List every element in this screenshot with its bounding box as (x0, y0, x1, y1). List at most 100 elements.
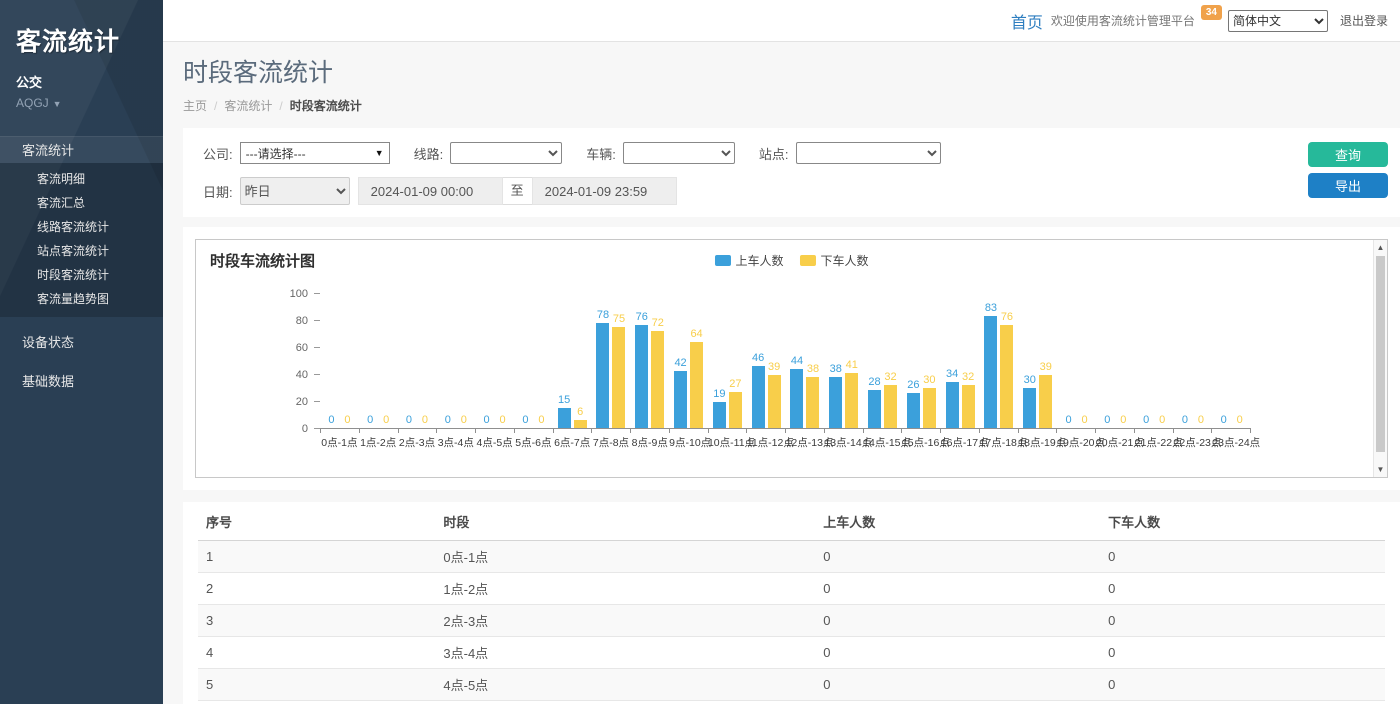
bar-value-label: 0 (405, 414, 413, 426)
chart-wrapper: 时段车流统计图 上车人数 下车人数 0 0 0 0 0 0 0 0 0 0 0 0 15 6 78 75 76 72… (183, 227, 1400, 490)
org-code-label: AQGJ (16, 96, 49, 110)
sidebar-section-0[interactable]: 客流统计 (0, 136, 163, 163)
bar-value-label: 76 (635, 311, 648, 324)
org-name: 公交 (16, 75, 43, 90)
bar-value-label: 0 (383, 414, 390, 426)
x-axis-tick (515, 429, 554, 433)
legend-item[interactable]: 下车人数 (799, 252, 869, 269)
legend-swatch (799, 255, 816, 266)
legend-item[interactable]: 上车人数 (714, 252, 784, 269)
breadcrumb-separator: / (279, 99, 283, 113)
org-code-dropdown[interactable]: AQGJ ▼ (16, 96, 163, 110)
x-axis-labels: 0点-1点 1点-2点 2点-3点 3点-4点 4点-5点 5点-6点 6点-7点 7点-8点… (320, 435, 1260, 450)
query-button[interactable]: 查询 (1308, 142, 1388, 167)
sidebar-menu: 客流统计客流明细客流汇总线路客流统计 站点客流统计 时段客流统计 客流量趋势图设备状态… (0, 136, 163, 395)
scroll-down-arrow-icon[interactable]: ▼ (1376, 465, 1385, 474)
vehicle-select[interactable] (622, 142, 735, 164)
bar-column: 78 (596, 309, 610, 428)
breadcrumb: 主页 / 客流统计 / 时段客流统计 (183, 97, 1380, 114)
legend-label: 上车人数 (735, 254, 784, 268)
sidebar-item[interactable]: 站点客流统计 (37, 244, 110, 258)
table-cell: 6 (198, 700, 436, 704)
table-header-cell: 上车人数 (815, 502, 1101, 541)
bar-column: 0 (1062, 414, 1075, 428)
bar-value-label: 0 (1197, 414, 1204, 426)
bar-column: 15 (557, 394, 571, 428)
x-axis-tick (980, 429, 1019, 433)
bar-column: 0 (535, 414, 548, 428)
station-label: 站点: (758, 146, 789, 162)
language-select[interactable]: 简体中文 (1227, 9, 1328, 32)
bar (767, 375, 781, 428)
caret-down-icon: ▼ (52, 99, 62, 109)
bar (1000, 325, 1014, 428)
date-start-input[interactable] (357, 177, 503, 205)
bar-group: 15 6 (553, 294, 592, 428)
sidebar-item[interactable]: 时段客流统计 (37, 268, 110, 282)
x-axis-tick (360, 429, 399, 433)
breadcrumb-item[interactable]: 主页 (183, 99, 208, 113)
sidebar-section-1[interactable]: 设备状态 (22, 335, 75, 350)
table-cell: 0 (1100, 700, 1385, 704)
bar-value-label: 39 (1039, 361, 1052, 374)
y-axis-tick-mark (314, 347, 320, 348)
logout-link[interactable]: 退出登录 (1339, 14, 1388, 28)
bar-column: 0 (1217, 414, 1230, 428)
main-content: 首页 欢迎使用客流统计管理平台 34 简体中文 退出登录 时段客流统计 主页 / 客… (163, 0, 1400, 704)
breadcrumb-item: 时段客流统计 (289, 99, 362, 113)
bar-group: 38 41 (824, 294, 863, 428)
export-button[interactable]: 导出 (1308, 173, 1388, 198)
bar-column: 76 (635, 311, 649, 428)
date-preset-select[interactable]: 昨日 (239, 177, 350, 205)
bar-column: 28 (868, 376, 882, 428)
bar-column: 39 (1039, 361, 1053, 428)
legend-label: 下车人数 (820, 254, 869, 268)
notification-badge[interactable]: 34 (1200, 5, 1222, 20)
bar-column: 0 (325, 414, 338, 428)
sidebar-item[interactable]: 客流汇总 (37, 196, 86, 210)
bar-column: 0 (457, 414, 470, 428)
bar (573, 419, 587, 428)
home-link[interactable]: 首页 (1010, 14, 1043, 32)
date-end-input[interactable] (531, 177, 677, 205)
bar-value-label: 0 (421, 414, 429, 426)
table-cell: 3 (198, 604, 436, 637)
y-axis-tick-label: 40 (295, 369, 308, 381)
sidebar-item[interactable]: 客流明细 (37, 172, 86, 186)
bar-value-label: 0 (1081, 414, 1088, 426)
station-select[interactable] (795, 142, 941, 164)
bar-value-label: 0 (444, 414, 451, 426)
line-select[interactable] (450, 142, 563, 164)
scroll-up-arrow-icon[interactable]: ▲ (1376, 243, 1385, 252)
bar-column: 44 (790, 355, 804, 428)
scrollbar-thumb[interactable] (1376, 256, 1385, 452)
bar-value-label: 0 (1104, 414, 1111, 426)
table-cell: 5点-6点 (435, 700, 816, 704)
chart-scrollbar[interactable]: ▲ ▼ (1373, 240, 1387, 477)
filter-row-1: 公司: ---请选择--- ▼ 线路: 车辆: 站点: (203, 142, 1388, 164)
table-header-cell: 下车人数 (1100, 502, 1385, 541)
breadcrumb-item[interactable]: 客流统计 (224, 99, 273, 113)
sidebar-item[interactable]: 线路客流统计 (37, 220, 110, 234)
x-axis-category-label: 13点-14点 (824, 437, 873, 449)
sidebar-item[interactable]: 客流量趋势图 (37, 292, 110, 306)
bar-value-label: 0 (328, 414, 335, 426)
table-panel: 序号 时段 上车人数 下车人数 1 0点-1点 0 0 2 1点-2点 0 0 3 2点-3点 0 0 4 3点… (183, 502, 1400, 704)
bar-value-label: 42 (674, 357, 687, 370)
bar-column: 30 (1023, 374, 1037, 428)
bar (651, 330, 665, 428)
sidebar-section-2[interactable]: 基础数据 (22, 374, 75, 389)
bar (1039, 375, 1053, 428)
x-axis-category-label: 1点-2点 (360, 437, 397, 449)
x-axis-category-label: 12点-13点 (785, 437, 834, 449)
bar-group: 30 39 (1018, 294, 1057, 428)
bar-value-label: 38 (829, 362, 842, 375)
x-axis-tick (1135, 429, 1174, 433)
company-select[interactable]: ---请选择--- ▼ (239, 142, 390, 164)
dropdown-triangle-icon: ▼ (374, 148, 384, 158)
bar (596, 322, 610, 428)
bar-value-label: 0 (538, 414, 545, 426)
x-axis-tick (825, 429, 864, 433)
bar-column: 0 (519, 414, 532, 428)
